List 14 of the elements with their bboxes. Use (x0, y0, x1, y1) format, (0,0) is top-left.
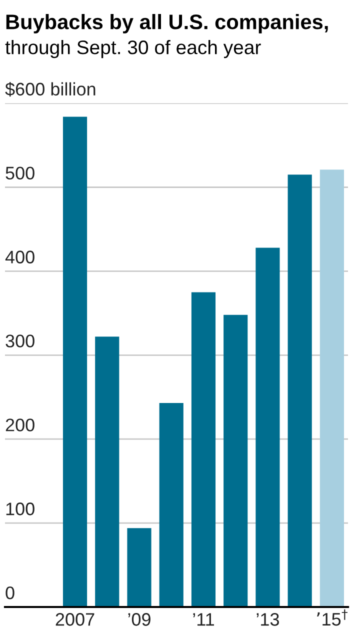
y-tick-label: 200 (6, 418, 34, 432)
x-tick-label: ’11 (193, 613, 214, 626)
y-tick-label: 0 (6, 586, 14, 600)
y-tick-label: 400 (5, 250, 34, 264)
y-tick-label: 500 (6, 166, 34, 180)
x-tick-label: ’09 (128, 613, 150, 626)
y-tick-label: $600 billion (5, 82, 96, 97)
x-tick-label: 2007 (56, 613, 94, 626)
y-tick-label: 100 (6, 502, 34, 516)
x-tick-label: ’13 (256, 613, 279, 626)
chart-title: Buybacks by all U.S. companies, (6, 14, 328, 34)
y-tick-label: 300 (6, 334, 34, 348)
x-tick-label: ’15$^{†}$ (317, 609, 348, 626)
chart-subtitle: through Sept. 30 of each year (5, 40, 261, 58)
